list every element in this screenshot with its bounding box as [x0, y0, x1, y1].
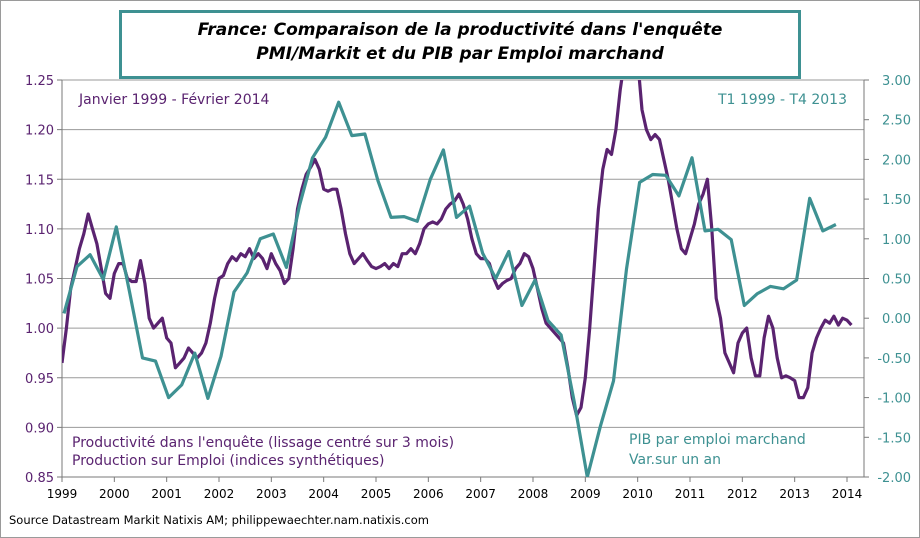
x-tick-label: 2011 — [675, 487, 706, 501]
source-note: Source Datastream Markit Natixis AM; phi… — [9, 513, 429, 527]
x-tick-label: 2013 — [779, 487, 810, 501]
series-line-productivity-survey — [62, 80, 853, 418]
title-line-1: France: Comparaison de la productivité d… — [197, 20, 723, 40]
title-line-2: PMI/Markit et du PIB par Emploi marchand — [256, 44, 664, 64]
x-tick-label: 2009 — [570, 487, 601, 501]
left-tick-label: 1.00 — [25, 322, 54, 337]
right-tick-label: 3.00 — [882, 74, 911, 89]
x-tick-label: 2002 — [204, 487, 235, 501]
right-tick-label: 1.50 — [882, 193, 911, 208]
left-tick-label: 0.95 — [25, 372, 54, 387]
right-tick-label: 2.50 — [882, 114, 911, 129]
x-tick-label: 2010 — [622, 487, 653, 501]
left-tick-label: 1.10 — [25, 223, 54, 238]
series-line-gdp-per-employee — [62, 100, 837, 477]
x-tick-label: 2012 — [727, 487, 758, 501]
right-period-label: T1 1999 - T4 2013 — [717, 92, 847, 108]
left-tick-label: 1.20 — [25, 124, 54, 139]
right-tick-label: 0.50 — [882, 273, 911, 288]
right-tick-label: -1.00 — [877, 392, 911, 407]
left-tick-label: 1.05 — [25, 273, 54, 288]
x-tick-label: 2005 — [361, 487, 392, 501]
left-series-label-1: Productivité dans l'enquête (lissage cen… — [72, 435, 454, 451]
x-tick-label: 2014 — [832, 487, 863, 501]
x-tick-label: 2001 — [151, 487, 182, 501]
right-tick-label: 0.00 — [882, 312, 911, 327]
x-tick-label: 2003 — [256, 487, 287, 501]
x-tick-label: 2000 — [99, 487, 130, 501]
right-tick-label: -2.00 — [877, 471, 911, 486]
x-tick-label: 2004 — [308, 487, 339, 501]
right-tick-label: 1.00 — [882, 233, 911, 248]
x-tick-label: 1999 — [47, 487, 78, 501]
x-tick-label: 2007 — [465, 487, 496, 501]
right-tick-label: -0.50 — [877, 352, 911, 367]
left-series-label-2: Production sur Emploi (indices synthétiq… — [72, 453, 384, 469]
x-tick-label: 2006 — [413, 487, 444, 501]
x-tick-label: 2008 — [518, 487, 549, 501]
left-tick-label: 1.25 — [25, 74, 54, 89]
right-series-label-2: Var.sur un an — [629, 452, 721, 468]
left-tick-label: 0.90 — [25, 421, 54, 436]
right-tick-label: 2.00 — [882, 153, 911, 168]
left-tick-label: 1.15 — [25, 173, 54, 188]
chart-title: France: Comparaison de la productivité d… — [119, 10, 801, 79]
left-period-label: Janvier 1999 - Février 2014 — [78, 92, 270, 108]
right-tick-label: -1.50 — [877, 431, 911, 446]
right-series-label-1: PIB par emploi marchand — [629, 432, 806, 448]
left-tick-label: 0.85 — [25, 471, 54, 486]
